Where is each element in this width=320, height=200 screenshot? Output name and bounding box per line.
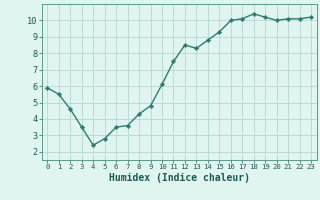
- X-axis label: Humidex (Indice chaleur): Humidex (Indice chaleur): [109, 173, 250, 183]
